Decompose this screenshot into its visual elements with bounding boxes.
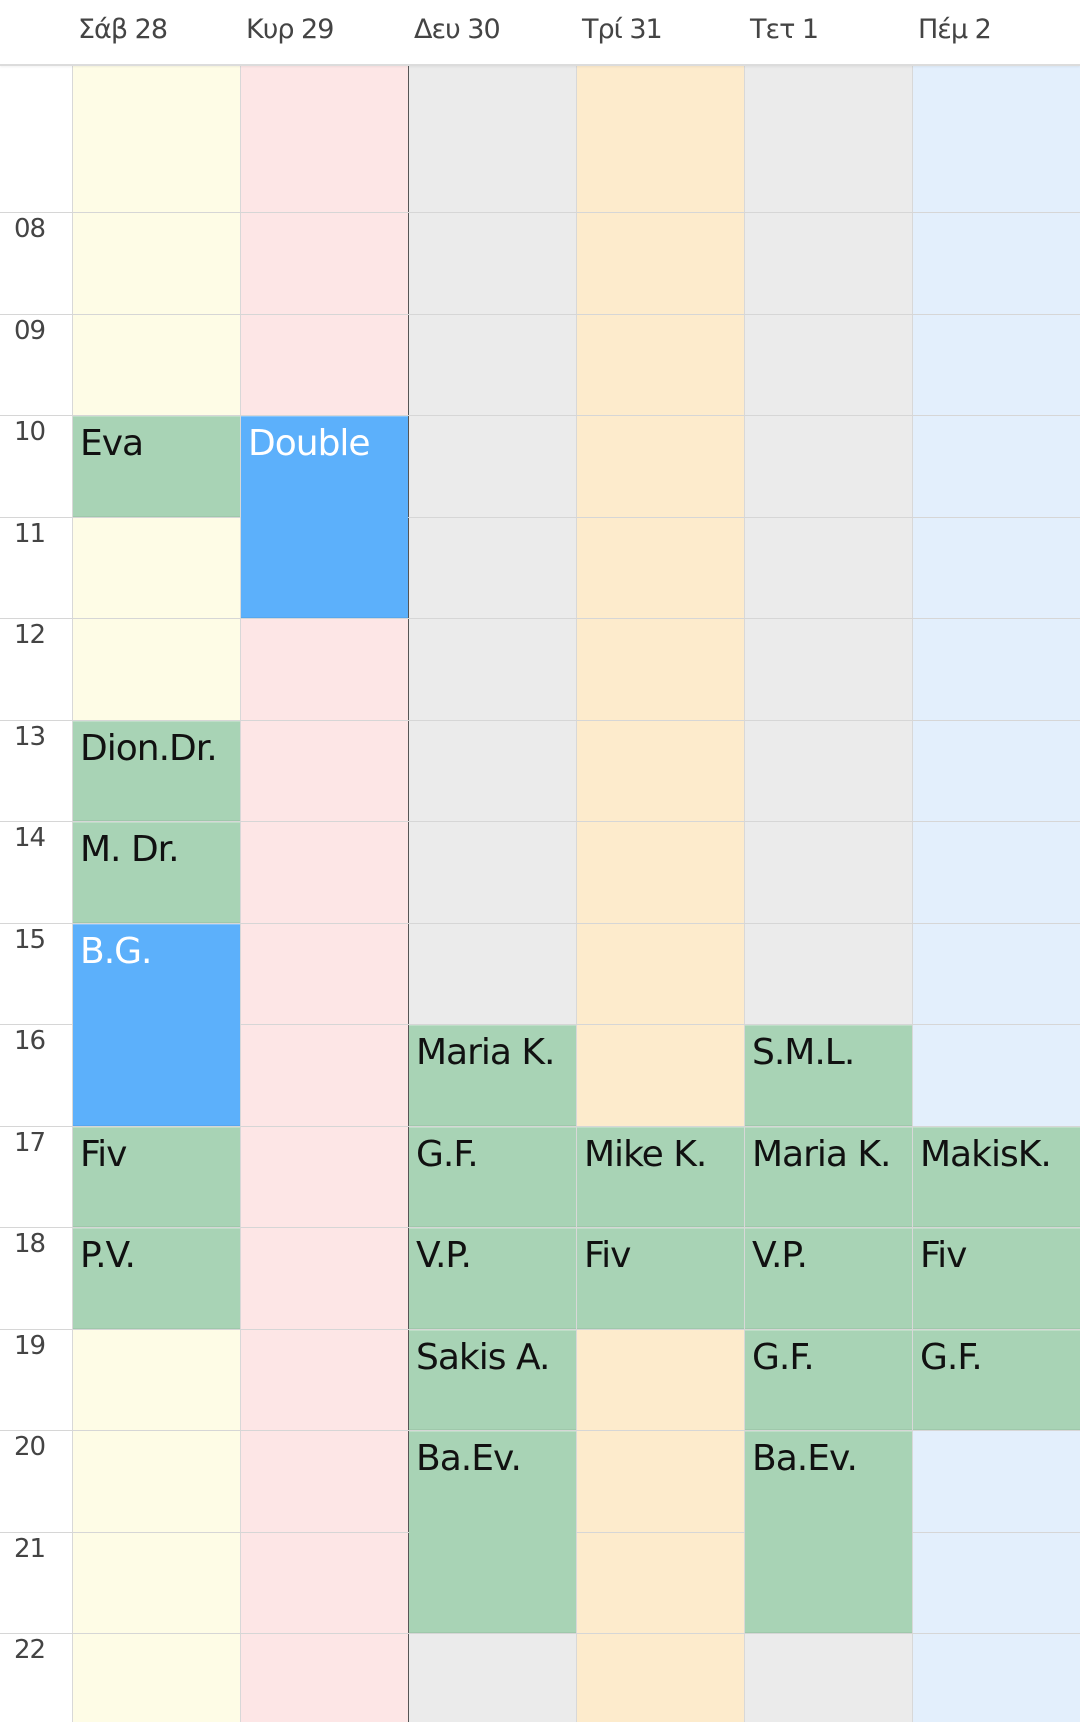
event-block[interactable]: Sakis A. xyxy=(409,1329,576,1430)
day-header-2[interactable]: Δευ 30 xyxy=(414,14,501,45)
hour-line xyxy=(0,212,1080,213)
day-header-0[interactable]: Σάβ 28 xyxy=(78,14,168,45)
hour-line xyxy=(0,1633,1080,1634)
hour-line xyxy=(0,821,1080,822)
hour-label: 20 xyxy=(14,1432,46,1462)
event-block[interactable]: G.F. xyxy=(913,1329,1080,1430)
week-grid[interactable]: 08 09 10 11 12 13 14 15 16 17 18 19 20 21 22 Eva Dion.Dr… xyxy=(0,66,1080,1722)
event-block[interactable]: Mike K. xyxy=(577,1126,744,1227)
week-header: Σάβ 28 Κυρ 29 Δευ 30 Τρί 31 Τετ 1 Πέμ 2 xyxy=(0,0,1080,66)
event-block[interactable]: S.M.L. xyxy=(745,1025,912,1126)
hour-line xyxy=(0,1227,1080,1228)
hour-label: 18 xyxy=(14,1229,46,1259)
hour-label: 19 xyxy=(14,1330,46,1361)
event-block[interactable]: Maria K. xyxy=(409,1025,576,1126)
hour-label: 21 xyxy=(14,1533,46,1564)
day-header-5[interactable]: Πέμ 2 xyxy=(918,14,992,45)
event-block[interactable]: B.G. xyxy=(73,923,240,1126)
hour-line xyxy=(0,719,1080,721)
event-block[interactable]: P.V. xyxy=(73,1228,240,1329)
day-column-1[interactable] xyxy=(240,66,408,1722)
event-block[interactable]: Fiv xyxy=(577,1228,744,1329)
hour-label: 15 xyxy=(14,924,46,955)
event-block[interactable]: G.F. xyxy=(409,1126,576,1227)
hour-label: 14 xyxy=(14,823,46,853)
day-header-1[interactable]: Κυρ 29 xyxy=(246,14,334,45)
hour-line xyxy=(0,1024,1080,1025)
hour-label: 17 xyxy=(14,1127,46,1158)
day-header-3[interactable]: Τρί 31 xyxy=(582,14,663,45)
hour-line xyxy=(0,618,1080,619)
hour-label: 16 xyxy=(14,1026,46,1056)
event-block[interactable]: Dion.Dr. xyxy=(73,720,240,821)
hour-label: 22 xyxy=(14,1635,46,1665)
event-block[interactable]: MakisK. xyxy=(913,1126,1080,1227)
event-block[interactable]: Fiv xyxy=(913,1228,1080,1329)
hour-line xyxy=(0,313,1080,315)
event-block[interactable]: V.P. xyxy=(409,1228,576,1329)
day-header-4[interactable]: Τετ 1 xyxy=(750,14,819,45)
event-block[interactable]: Ba.Ev. xyxy=(745,1431,912,1633)
hour-line xyxy=(0,922,1080,924)
day-column-5[interactable] xyxy=(912,66,1080,1722)
hour-label: 10 xyxy=(14,417,46,447)
event-block[interactable]: Double xyxy=(241,416,408,618)
hour-line xyxy=(0,1328,1080,1330)
hour-label: 12 xyxy=(14,620,46,650)
hour-line xyxy=(0,1430,1080,1431)
event-block[interactable]: Maria K. xyxy=(745,1126,912,1227)
event-block[interactable]: M. Dr. xyxy=(73,822,240,923)
hour-label: 08 xyxy=(14,214,46,244)
event-block[interactable]: Eva xyxy=(73,416,240,517)
hour-label: 11 xyxy=(14,518,46,549)
event-block[interactable]: G.F. xyxy=(745,1329,912,1430)
event-block[interactable]: Ba.Ev. xyxy=(409,1431,576,1633)
hour-line xyxy=(0,1125,1080,1127)
hour-label: 09 xyxy=(14,315,46,346)
event-block[interactable]: V.P. xyxy=(745,1228,912,1329)
day-column-3[interactable] xyxy=(576,66,744,1722)
hour-line xyxy=(0,516,1080,518)
hour-label: 13 xyxy=(14,721,46,752)
event-block[interactable]: Fiv xyxy=(73,1126,240,1227)
hour-line xyxy=(0,415,1080,416)
